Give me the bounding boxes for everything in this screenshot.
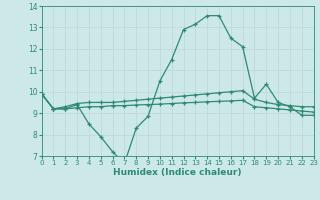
X-axis label: Humidex (Indice chaleur): Humidex (Indice chaleur) xyxy=(113,168,242,177)
